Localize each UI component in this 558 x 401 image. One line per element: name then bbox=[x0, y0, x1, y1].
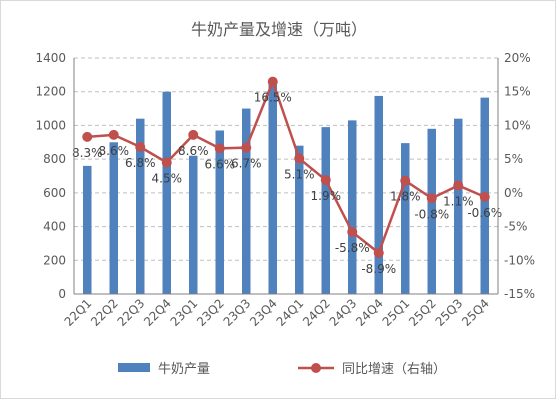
x-tick-label: 22Q1 bbox=[62, 296, 95, 329]
y2-tick-label: -15% bbox=[504, 287, 535, 301]
bar-series bbox=[83, 83, 489, 295]
legend-label: 同比增速（右轴） bbox=[342, 362, 446, 377]
line-point bbox=[400, 175, 411, 186]
bar bbox=[162, 91, 171, 294]
legend-swatch-marker bbox=[311, 363, 321, 373]
line-point bbox=[214, 143, 225, 154]
data-label: 1.1% bbox=[443, 194, 474, 208]
x-tick-label: 23Q2 bbox=[194, 296, 227, 329]
bar bbox=[348, 120, 357, 294]
data-label: 5.1% bbox=[284, 167, 315, 181]
x-tick-label: 24Q2 bbox=[300, 296, 333, 329]
bar bbox=[295, 145, 304, 294]
x-tick-label: 25Q4 bbox=[459, 296, 492, 329]
x-tick-label: 25Q3 bbox=[433, 296, 466, 329]
x-tick-label: 23Q3 bbox=[221, 296, 254, 329]
bar bbox=[268, 83, 277, 295]
data-label: 8.6% bbox=[178, 144, 209, 158]
line-point bbox=[108, 129, 119, 140]
y2-tick-label: 10% bbox=[504, 118, 531, 132]
y-tick-label: 400 bbox=[43, 220, 66, 234]
line-point bbox=[135, 142, 146, 153]
line-point bbox=[241, 142, 252, 153]
bar bbox=[401, 143, 410, 294]
line-point bbox=[267, 76, 278, 87]
data-label: 1.8% bbox=[390, 190, 421, 204]
growth-line bbox=[87, 80, 486, 255]
gridlines bbox=[74, 57, 498, 261]
data-label: 16.5% bbox=[254, 91, 292, 105]
line-point bbox=[426, 193, 437, 204]
x-tick-label: 24Q3 bbox=[327, 296, 360, 329]
y2-tick-label: -5% bbox=[504, 220, 527, 234]
y2-tick-label: 15% bbox=[504, 85, 531, 99]
bar bbox=[321, 127, 330, 294]
x-tick-label: 23Q1 bbox=[168, 296, 201, 329]
bar bbox=[454, 118, 463, 294]
legend: 牛奶产量 同比增速（右轴） bbox=[118, 362, 446, 377]
data-label: -0.6% bbox=[467, 206, 502, 220]
data-label: -5.8% bbox=[335, 241, 370, 255]
data-label: 4.5% bbox=[152, 172, 183, 186]
line-series: 8.3%8.6%6.8%4.5%8.6%6.6%6.7%16.5%5.1%1.9… bbox=[72, 76, 502, 276]
y-tick-label: 800 bbox=[43, 152, 66, 166]
x-tick-label: 24Q4 bbox=[353, 296, 386, 329]
legend-label: 牛奶产量 bbox=[158, 362, 210, 377]
legend-swatch-bar bbox=[118, 363, 150, 372]
data-label: -0.8% bbox=[414, 207, 449, 221]
y2-tick-label: -10% bbox=[504, 253, 535, 267]
y2-tick-label: 20% bbox=[504, 51, 531, 65]
data-label: 1.9% bbox=[311, 189, 342, 203]
line-point bbox=[347, 226, 358, 237]
bar bbox=[242, 108, 251, 294]
y-tick-label: 1000 bbox=[35, 118, 66, 132]
y-tick-label: 200 bbox=[43, 253, 66, 267]
line-point bbox=[453, 180, 464, 191]
bar bbox=[136, 118, 145, 294]
y-tick-label: 0 bbox=[58, 287, 66, 301]
x-tick-label: 22Q4 bbox=[141, 296, 174, 329]
data-label: 6.7% bbox=[231, 157, 262, 171]
data-label: 8.3% bbox=[72, 146, 103, 160]
x-tick-label: 22Q3 bbox=[115, 296, 148, 329]
line-point bbox=[320, 175, 331, 186]
x-tick-label: 23Q4 bbox=[247, 296, 280, 329]
y-tick-label: 1400 bbox=[35, 51, 66, 65]
bar bbox=[215, 130, 224, 294]
bar bbox=[189, 155, 198, 294]
line-point bbox=[161, 157, 172, 168]
chart-title: 牛奶产量及增速（万吨） bbox=[191, 20, 367, 39]
data-label: 6.8% bbox=[125, 156, 156, 170]
y2-tick-label: 5% bbox=[504, 152, 523, 166]
y2-tick-label: 0% bbox=[504, 186, 523, 200]
line-point bbox=[373, 247, 384, 258]
y-tick-label: 600 bbox=[43, 186, 66, 200]
line-point bbox=[188, 129, 199, 140]
bar bbox=[374, 95, 383, 294]
x-tick-label: 25Q1 bbox=[380, 296, 413, 329]
line-point bbox=[82, 131, 93, 142]
bar bbox=[83, 165, 92, 294]
x-tick-label: 25Q2 bbox=[406, 296, 439, 329]
y-tick-label: 1200 bbox=[35, 85, 66, 99]
data-label: 6.6% bbox=[205, 157, 236, 171]
line-point bbox=[479, 191, 490, 202]
data-label: 8.6% bbox=[99, 144, 130, 158]
data-label: -8.9% bbox=[361, 262, 396, 276]
bar bbox=[427, 128, 436, 294]
line-point bbox=[294, 153, 305, 164]
x-tick-label: 22Q2 bbox=[88, 296, 121, 329]
bar bbox=[109, 142, 118, 294]
x-tick-label: 24Q1 bbox=[274, 296, 307, 329]
